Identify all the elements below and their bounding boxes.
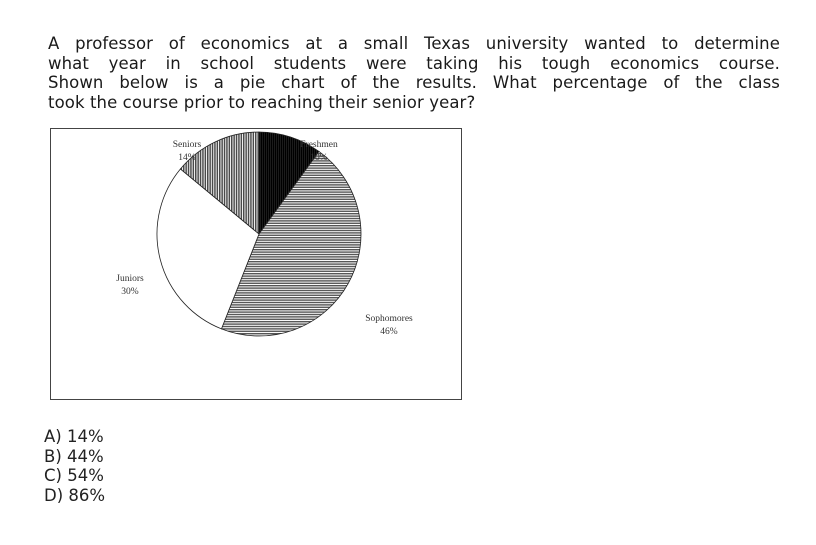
- pie-label-name-sophomores: Sophomores: [365, 314, 413, 324]
- pie-slice-sophomores: [220, 150, 362, 337]
- answer-value: 86%: [68, 485, 106, 505]
- pie-chart-frame: Freshmen 10% Sophomores 46% Juniors 30% Senior…: [50, 128, 462, 400]
- answer-choice-c[interactable]: C) 54%: [44, 466, 105, 486]
- pie-label-name-seniors: Seniors: [173, 140, 202, 150]
- answer-letter: D): [44, 485, 64, 505]
- answer-letter: C): [44, 466, 62, 486]
- pie-label-value-seniors: 14%: [178, 153, 196, 163]
- answer-letter: A): [44, 427, 62, 446]
- answer-choice-a[interactable]: A) 14%: [44, 427, 105, 447]
- pie-label-value-sophomores: 46%: [380, 327, 398, 337]
- answer-choice-b[interactable]: B) 44%: [44, 447, 105, 467]
- answer-choices: A) 14% B) 44% C) 54% D) 86%: [44, 427, 105, 505]
- pie-slice-juniors: [156, 168, 260, 330]
- pie-chart: Freshmen 10% Sophomores 46% Juniors 30% Senior…: [116, 131, 413, 337]
- answer-letter: B): [44, 446, 62, 466]
- pie-label-name-freshmen: Freshmen: [300, 140, 338, 150]
- question-line-3: Shown below is a pie chart of the result…: [48, 73, 780, 92]
- question-line-4: took the course prior to reaching their …: [48, 92, 476, 112]
- answer-choice-d[interactable]: D) 86%: [44, 486, 105, 506]
- question-line-1: A professor of economics at a small Texa…: [48, 34, 780, 53]
- pie-slice-seniors: [179, 131, 260, 235]
- pie-label-name-juniors: Juniors: [116, 274, 144, 284]
- question-text: A professor of economics at a small Texa…: [48, 34, 780, 112]
- pie-label-value-freshmen: 10%: [310, 153, 328, 163]
- pie-label-value-juniors: 30%: [121, 287, 139, 297]
- question-line-2: what year in school students were taking…: [48, 53, 780, 73]
- answer-value: 54%: [67, 466, 104, 486]
- answer-value: 44%: [67, 446, 104, 466]
- answer-value: 14%: [66, 427, 104, 446]
